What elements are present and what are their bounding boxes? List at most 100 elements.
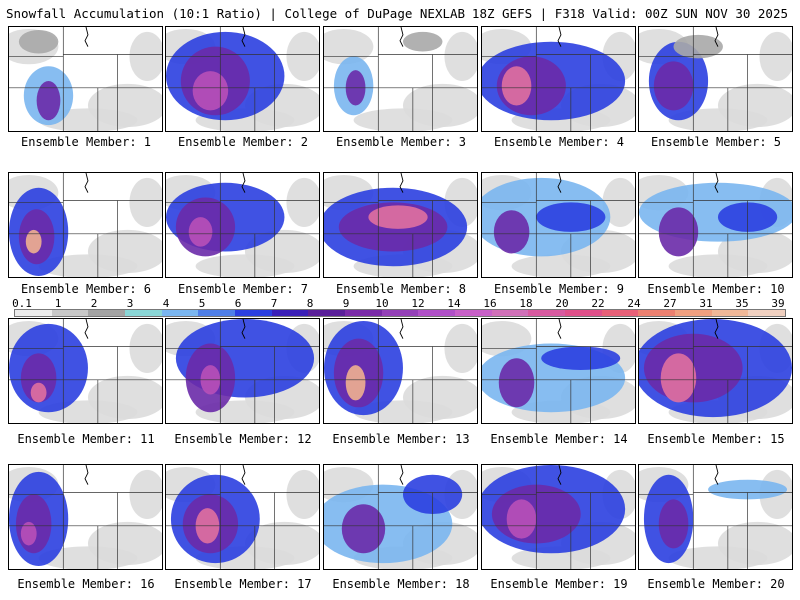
legend-value: 24 [627, 297, 641, 310]
legend-value: 10 [375, 297, 389, 310]
legend-value: 35 [735, 297, 749, 310]
ensemble-member-map [165, 172, 320, 278]
legend-swatch [675, 310, 712, 316]
legend-swatch [235, 310, 272, 316]
legend-swatch [125, 310, 162, 316]
legend-swatch [601, 310, 639, 316]
ensemble-member-map [8, 26, 163, 132]
snowfall-map [482, 465, 635, 569]
ensemble-member-label: Ensemble Member: 2 [177, 135, 309, 149]
ensemble-member-label: Ensemble Member: 3 [335, 135, 467, 149]
snowfall-map [324, 465, 477, 569]
legend-value: 20 [555, 297, 569, 310]
snowfall-map [9, 465, 162, 569]
snowfall-map [482, 173, 635, 277]
ensemble-member-map [638, 26, 793, 132]
run-info: 18Z GEFS | F318 Valid: 00Z SUN NOV 30 20… [471, 6, 788, 21]
ensemble-member-label: Ensemble Member: 15 [647, 432, 785, 446]
legend-value: 22 [591, 297, 605, 310]
snowfall-map [166, 27, 319, 131]
legend-value: 27 [663, 297, 677, 310]
legend-swatch [418, 310, 456, 316]
snowfall-map [9, 319, 162, 423]
ensemble-member-label: Ensemble Member: 17 [174, 577, 312, 591]
ensemble-member-map [8, 172, 163, 278]
snowfall-map [166, 173, 319, 277]
legend-swatch [565, 310, 602, 316]
legend-swatch [345, 310, 382, 316]
legend-swatch [711, 310, 749, 316]
legend-swatch [638, 310, 676, 316]
legend-value: 7 [270, 297, 278, 310]
color-legend: 0.1 1 2 3 4 5 6 7 8 9 10 12 14 16 18 20 22 24 27 31 35 39 [12, 297, 786, 317]
snowfall-map [482, 319, 635, 423]
legend-value: 31 [699, 297, 713, 310]
ensemble-member-label: Ensemble Member: 1 [20, 135, 152, 149]
ensemble-member-map [323, 172, 478, 278]
ensemble-member-label: Ensemble Member: 10 [647, 282, 785, 296]
legend-swatch [528, 310, 566, 316]
ensemble-member-map [481, 172, 636, 278]
legend-swatch [308, 310, 346, 316]
ensemble-member-map [165, 318, 320, 424]
legend-swatch [381, 310, 419, 316]
legend-value: 6 [234, 297, 242, 310]
snowfall-map [639, 319, 792, 423]
ensemble-member-label: Ensemble Member: 11 [17, 432, 155, 446]
ensemble-member-label: Ensemble Member: 6 [20, 282, 152, 296]
legend-value: 4 [162, 297, 170, 310]
ensemble-member-map [165, 464, 320, 570]
snowfall-map [324, 173, 477, 277]
legend-value: 3 [126, 297, 134, 310]
snowfall-map [324, 319, 477, 423]
snowfall-map [482, 27, 635, 131]
ensemble-member-map [638, 318, 793, 424]
ensemble-member-label: Ensemble Member: 18 [332, 577, 470, 591]
ensemble-member-label: Ensemble Member: 8 [335, 282, 467, 296]
ensemble-member-label: Ensemble Member: 9 [493, 282, 625, 296]
ensemble-member-label: Ensemble Member: 14 [490, 432, 628, 446]
ensemble-member-map [323, 26, 478, 132]
legend-value: 9 [342, 297, 350, 310]
ensemble-member-label: Ensemble Member: 5 [650, 135, 782, 149]
legend-swatch [271, 310, 309, 316]
ensemble-member-map [638, 172, 793, 278]
snowfall-map [166, 319, 319, 423]
ensemble-member-map [323, 464, 478, 570]
ensemble-member-label: Ensemble Member: 19 [490, 577, 628, 591]
legend-swatch [88, 310, 126, 316]
legend-value: 14 [447, 297, 461, 310]
snowfall-map [639, 173, 792, 277]
map-title: Snowfall Accumulation (10:1 Ratio) | Col… [6, 6, 466, 21]
legend-swatch [15, 310, 52, 316]
snowfall-map [9, 27, 162, 131]
legend-value: 0.1 [12, 297, 32, 310]
legend-value: 8 [306, 297, 314, 310]
legend-swatch [748, 310, 786, 316]
legend-value: 18 [519, 297, 533, 310]
ensemble-member-map [638, 464, 793, 570]
legend-swatch [491, 310, 529, 316]
ensemble-member-label: Ensemble Member: 4 [493, 135, 625, 149]
ensemble-member-map [481, 464, 636, 570]
legend-value: 2 [90, 297, 98, 310]
legend-value: 39 [771, 297, 785, 310]
legend-color-bar [14, 309, 786, 317]
snowfall-map [639, 27, 792, 131]
ensemble-member-map [8, 464, 163, 570]
ensemble-member-map [165, 26, 320, 132]
legend-value: 1 [54, 297, 62, 310]
ensemble-member-map [8, 318, 163, 424]
snowfall-map [9, 173, 162, 277]
legend-value: 12 [411, 297, 425, 310]
ensemble-member-label: Ensemble Member: 7 [177, 282, 309, 296]
ensemble-member-label: Ensemble Member: 16 [17, 577, 155, 591]
ensemble-member-map [481, 26, 636, 132]
ensemble-member-label: Ensemble Member: 20 [647, 577, 785, 591]
snowfall-map [639, 465, 792, 569]
legend-swatch [198, 310, 236, 316]
legend-value: 5 [198, 297, 206, 310]
ensemble-member-map [323, 318, 478, 424]
snowfall-map [166, 465, 319, 569]
ensemble-member-label: Ensemble Member: 12 [174, 432, 312, 446]
